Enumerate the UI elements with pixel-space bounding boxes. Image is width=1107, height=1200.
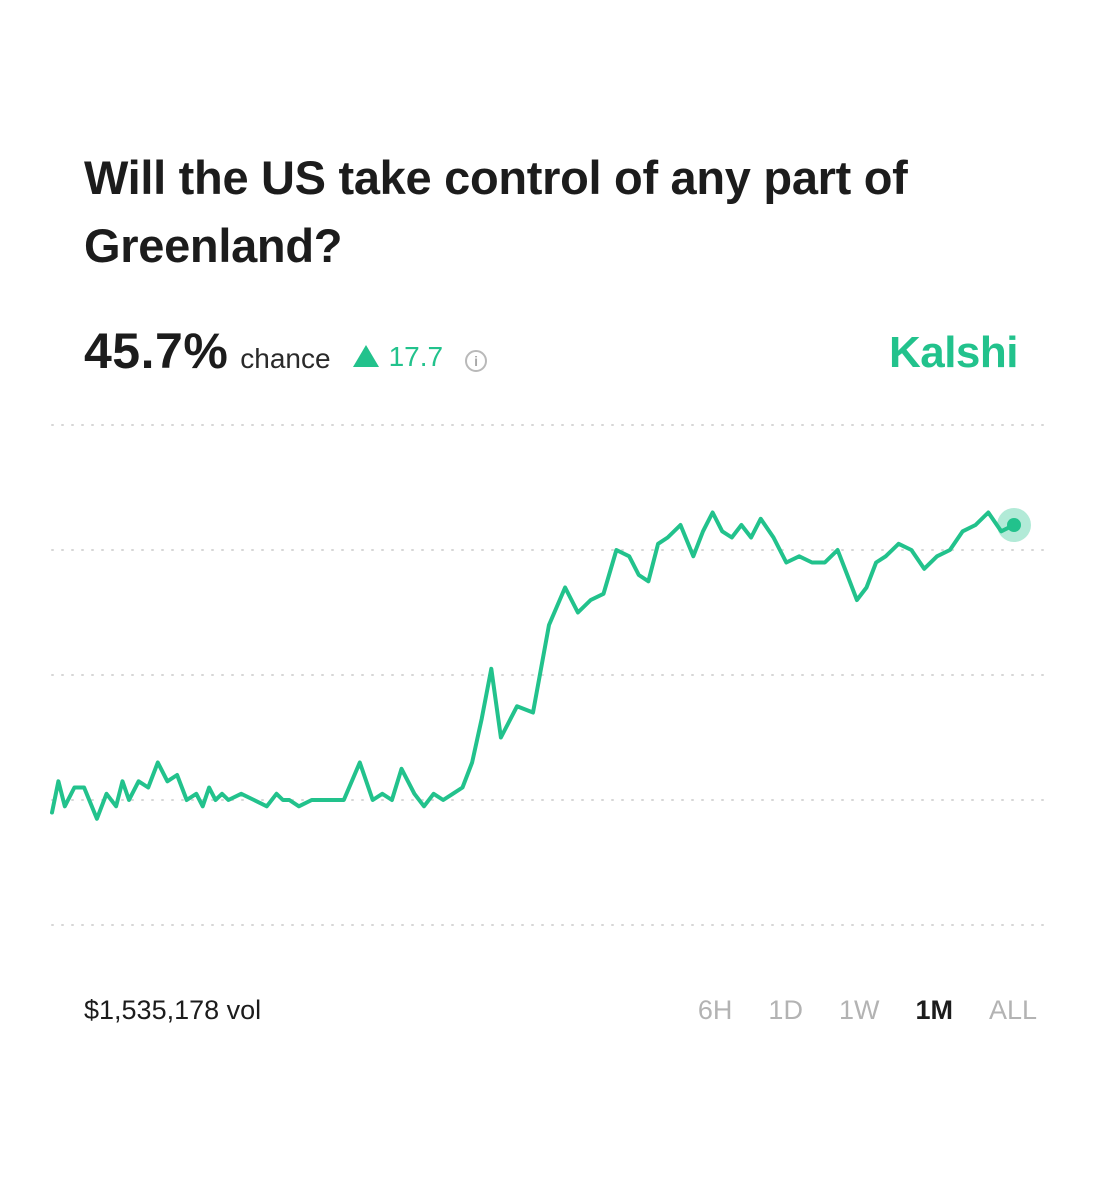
range-all[interactable]: ALL [988, 994, 1037, 1025]
price-history-chart [50, 424, 1051, 926]
chart-footer: $1,535,178 vol 6H 1D 1W 1M ALL [84, 988, 1037, 1032]
volume-label: $1,535,178 vol [84, 994, 262, 1025]
time-range-selector: 6H 1D 1W 1M ALL [662, 995, 1037, 1026]
range-6h[interactable]: 6H [697, 994, 733, 1025]
market-question-title: Will the US take control of any part of … [84, 151, 908, 272]
kalshi-logo[interactable]: Kalshi [888, 328, 1019, 377]
change-value: 17.7 [388, 341, 444, 372]
range-1w[interactable]: 1W [838, 994, 880, 1025]
change-indicator: 17.7 [352, 341, 444, 373]
probability-suffix: chance [240, 343, 331, 374]
range-1d[interactable]: 1D [768, 994, 803, 1025]
chart-gridlines [51, 424, 1051, 926]
series-line-yes [50, 510, 1016, 821]
probability-value: 45.7% [84, 323, 229, 379]
info-icon[interactable]: i [465, 350, 488, 372]
triangle-up-icon [352, 345, 379, 367]
probability-row: 45.7% chance 17.7 i [84, 322, 488, 388]
range-1m[interactable]: 1M [915, 994, 953, 1025]
current-value-marker [1007, 518, 1021, 532]
